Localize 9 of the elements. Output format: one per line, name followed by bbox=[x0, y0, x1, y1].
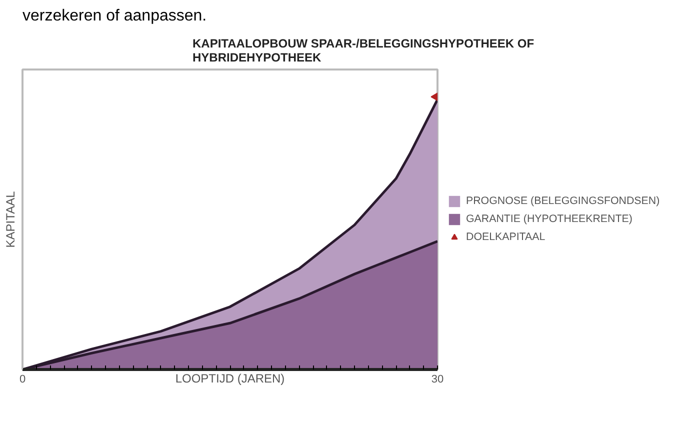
x-tick-label: 0 bbox=[19, 374, 26, 386]
x-axis-title: LOOPTIJD (JAREN) bbox=[175, 372, 285, 386]
x-tick-label: 30 bbox=[431, 374, 444, 386]
text: verzekeren of aanpassen. bbox=[22, 8, 207, 24]
legend-label: GARANTIE (HYPOTHEEKRENTE) bbox=[466, 213, 632, 225]
legend-label: DOELKAPITAAL bbox=[466, 231, 546, 243]
y-axis-title: KAPITAAL bbox=[4, 190, 18, 248]
chart-title: KAPITAALOPBOUW SPAAR-/BELEGGINGSHYPOTHEEK OF HYBRIDEHYPOTHEEK bbox=[192, 36, 534, 64]
legend-label: PROGNOSE (BELEGGINGSFONDSEN) bbox=[466, 195, 660, 207]
